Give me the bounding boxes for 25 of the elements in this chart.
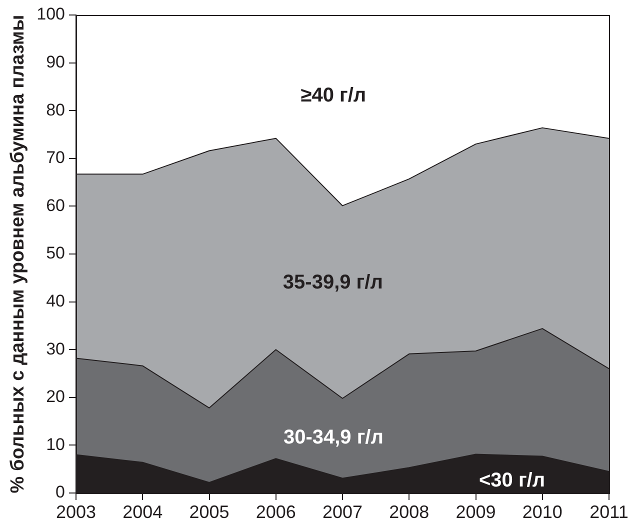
y-tick-label: 0	[56, 482, 65, 502]
x-tick-label: 2005	[189, 502, 230, 522]
y-axis-title: % больных с данным уровнем альбумина плазмы	[8, 14, 29, 494]
x-tick-label: 2008	[389, 502, 430, 522]
series-label: 35-39,9 г/л	[282, 272, 383, 294]
y-tick-label: 100	[36, 4, 65, 24]
x-tick-label: 2011	[590, 502, 628, 522]
x-tick-label: 2004	[122, 502, 163, 522]
y-tick-label: 20	[46, 387, 65, 406]
x-tick-label: 2007	[322, 502, 363, 522]
x-tick-label: 2006	[256, 502, 296, 522]
x-tick-label: 2009	[456, 502, 496, 522]
series-label: 30-34,9 г/л	[283, 426, 384, 449]
series-label: <30 г/л	[478, 470, 546, 492]
y-tick-label: 30	[46, 339, 65, 358]
y-tick-label: 50	[46, 244, 65, 263]
y-tick-label: 40	[46, 291, 65, 310]
annotation: ≥40 г/л	[300, 84, 366, 106]
y-tick-label: 10	[46, 434, 65, 454]
y-tick-label: 60	[46, 196, 65, 215]
x-tick-label: 2003	[56, 502, 96, 522]
y-tick-label: 90	[46, 52, 65, 72]
x-tick-label: 2010	[522, 502, 562, 522]
y-tick-label: 80	[46, 100, 65, 120]
y-tick-label: 70	[46, 148, 65, 168]
